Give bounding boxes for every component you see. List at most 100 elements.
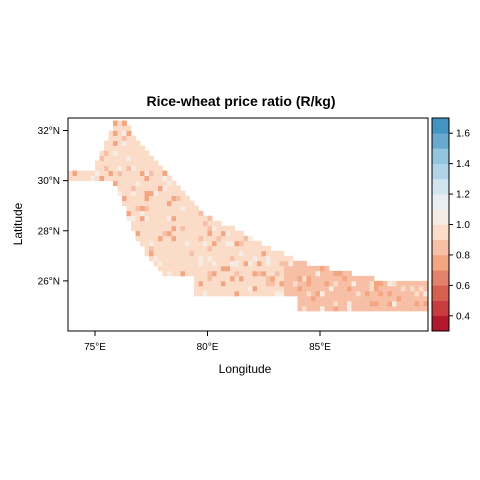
map-cell: [144, 210, 150, 217]
map-cell: [212, 250, 217, 257]
map-cell: [126, 175, 132, 182]
map-cell: [320, 295, 325, 302]
map-cell: [189, 210, 195, 217]
map-cell: [99, 155, 105, 161]
map-cell: [392, 280, 397, 287]
map-cell: [153, 175, 159, 182]
map-cell: [207, 250, 213, 257]
map-cell: [162, 180, 168, 187]
map-cell: [144, 195, 150, 202]
colorbar-swatch: [432, 148, 449, 164]
map-cell: [324, 280, 330, 287]
map-cell: [221, 280, 226, 287]
map-cell: [198, 290, 204, 297]
map-cell: [266, 290, 271, 297]
map-cell: [158, 225, 163, 232]
map-cell: [342, 285, 348, 292]
map-cell: [257, 250, 262, 257]
map-cell: [405, 300, 411, 307]
map-cell: [176, 195, 181, 202]
map-cell: [387, 285, 393, 292]
map-cell: [126, 130, 132, 136]
map-cell: [131, 195, 136, 202]
map-cell: [401, 290, 406, 297]
map-cell: [423, 295, 429, 302]
colorbar-tick-label: 0.6: [456, 281, 470, 292]
map-cell: [185, 230, 190, 237]
map-cell: [149, 180, 154, 187]
map-cell: [162, 265, 168, 272]
map-cell: [176, 200, 181, 207]
map-cell: [324, 285, 330, 292]
map-cell: [315, 270, 321, 277]
map-cell: [135, 150, 141, 156]
map-cell: [153, 235, 159, 242]
map-cell: [158, 205, 163, 212]
map-cell: [198, 230, 204, 237]
map-cell: [153, 245, 159, 252]
map-cell: [203, 275, 208, 282]
map-cell: [212, 220, 217, 227]
map-cell: [203, 290, 208, 297]
map-cell: [216, 250, 222, 257]
map-cell: [158, 210, 163, 217]
map-cell: [333, 290, 339, 297]
map-cell: [144, 240, 150, 247]
map-cell: [171, 195, 177, 202]
map-cell: [216, 280, 222, 287]
map-cell: [252, 265, 258, 272]
map-cell: [162, 225, 168, 232]
map-cell: [167, 200, 172, 207]
map-cell: [198, 250, 204, 257]
map-cell: [225, 260, 231, 267]
map-cell: [405, 305, 411, 312]
map-cell: [122, 200, 127, 207]
map-cell: [383, 285, 388, 292]
map-cell: [248, 270, 253, 277]
map-cell: [257, 290, 262, 297]
map-cell: [149, 210, 154, 217]
map-cell: [72, 175, 78, 182]
map-cell: [162, 215, 168, 222]
map-cell: [158, 250, 163, 257]
map-cell: [266, 285, 271, 292]
map-cell: [230, 225, 235, 232]
map-cell: [270, 260, 276, 267]
map-cell: [275, 270, 280, 277]
colorbar-tick-label: 1.4: [456, 159, 470, 170]
map-cell: [117, 150, 123, 156]
map-cell: [131, 215, 136, 222]
map-cell: [351, 280, 357, 287]
map-cell: [162, 235, 168, 242]
map-cell: [189, 270, 195, 277]
map-cell: [158, 180, 163, 187]
map-cell: [257, 240, 262, 247]
map-cell: [131, 190, 136, 197]
map-cell: [171, 250, 177, 257]
y-axis-label: Latitude: [11, 202, 25, 245]
map-cell: [135, 200, 141, 207]
map-cell: [360, 300, 366, 307]
map-cell: [149, 190, 154, 197]
map-cell: [126, 180, 132, 187]
map-cell: [171, 260, 177, 267]
map-cell: [180, 250, 186, 257]
map-cell: [126, 205, 132, 212]
map-cell: [275, 255, 280, 262]
map-cell: [216, 260, 222, 267]
map-cell: [311, 270, 316, 277]
map-cell: [194, 250, 199, 257]
map-cell: [387, 290, 393, 297]
map-cell: [266, 250, 271, 257]
map-cell: [365, 290, 370, 297]
map-cell: [194, 245, 199, 252]
map-cell: [230, 290, 235, 297]
map-cell: [212, 240, 217, 247]
map-cell: [405, 290, 411, 297]
map-cell: [180, 255, 186, 262]
map-cell: [338, 295, 343, 302]
map-cell: [225, 255, 231, 262]
map-cell: [153, 225, 159, 232]
map-cell: [122, 175, 127, 182]
